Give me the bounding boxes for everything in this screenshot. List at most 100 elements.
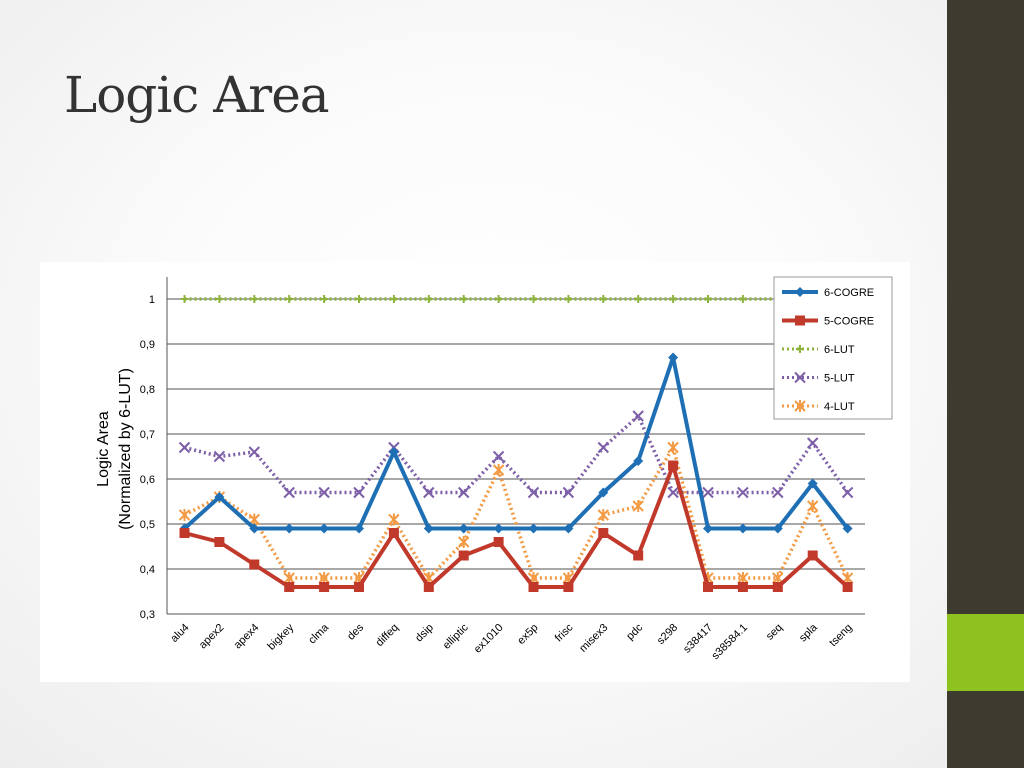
data-point xyxy=(528,523,539,534)
data-point xyxy=(667,486,679,499)
y-tick-label: 0,4 xyxy=(140,564,155,576)
data-point xyxy=(667,441,679,454)
x-tick-label: clma xyxy=(306,621,332,647)
x-tick-label: s298 xyxy=(655,622,680,647)
data-point xyxy=(632,410,644,422)
data-point xyxy=(423,523,434,534)
data-point xyxy=(388,513,400,526)
x-tick-label: tseng xyxy=(827,622,855,650)
data-point xyxy=(633,456,644,466)
data-point xyxy=(772,523,783,534)
x-tick-label: bigkey xyxy=(265,621,296,652)
data-point xyxy=(841,486,854,499)
y-tick-label: 0,5 xyxy=(140,519,155,531)
data-point xyxy=(529,295,538,303)
data-point xyxy=(318,486,330,499)
x-tick-label: frisc xyxy=(553,621,576,644)
data-point xyxy=(597,441,610,454)
data-point xyxy=(457,536,470,548)
x-tick-label: dsip xyxy=(413,622,436,645)
slide-title: Logic Area xyxy=(64,66,330,124)
legend-label: 6-LUT xyxy=(824,344,855,356)
data-point xyxy=(703,523,713,534)
data-point xyxy=(598,487,609,498)
x-tick-label: apex4 xyxy=(232,622,262,652)
data-point xyxy=(388,447,399,457)
data-point xyxy=(457,486,470,499)
y-tick-label: 0,6 xyxy=(140,474,155,486)
data-point xyxy=(493,537,504,547)
data-point xyxy=(806,500,819,512)
x-tick-label: s38417 xyxy=(681,622,715,656)
y-axis-label-line-2: (Normalized by 6-LUT) xyxy=(117,368,134,530)
data-point xyxy=(354,582,364,592)
data-point xyxy=(702,486,714,499)
x-tick-label: ex5p xyxy=(515,622,540,647)
y-tick-label: 0,8 xyxy=(140,384,155,396)
data-point xyxy=(794,371,806,384)
data-point xyxy=(388,528,399,538)
data-point xyxy=(703,582,713,592)
y-tick-label: 0,7 xyxy=(140,429,155,441)
data-point xyxy=(527,486,540,499)
x-tick-label: spla xyxy=(797,621,820,644)
x-tick-label: elliptic xyxy=(441,621,471,651)
data-point xyxy=(794,400,806,412)
series-line-4-lut xyxy=(183,445,850,580)
legend-label: 6-COGRE xyxy=(824,287,874,299)
data-point xyxy=(599,295,608,303)
x-tick-label: diffeq xyxy=(374,622,401,649)
data-point xyxy=(807,550,818,561)
x-tick-label: pdc xyxy=(624,621,645,642)
x-tick-label: apex2 xyxy=(197,622,227,652)
data-point xyxy=(389,295,398,303)
logic-area-chart: 0,3 0,4 0,5 0,6 0,7 0,8 0,9 1 alu4 apex2 apex4 bigk… xyxy=(140,276,893,662)
data-point xyxy=(492,450,505,463)
y-axis-label-line-1: Logic Area xyxy=(95,411,112,487)
data-point xyxy=(795,287,805,297)
y-tick-label: 1 xyxy=(149,294,155,306)
data-point xyxy=(669,295,678,303)
series-line-5-cogre xyxy=(184,463,849,589)
data-point xyxy=(842,582,853,592)
legend-label: 5-LUT xyxy=(824,373,855,385)
data-point xyxy=(250,295,259,303)
legend-label: 4-LUT xyxy=(824,401,855,413)
x-tick-label: alu4 xyxy=(168,622,191,645)
data-point xyxy=(423,486,435,499)
data-point xyxy=(737,582,748,592)
data-point xyxy=(284,582,295,592)
data-point xyxy=(795,315,805,326)
data-point xyxy=(319,523,330,534)
x-tick-label: ex1010 xyxy=(472,622,506,656)
data-point xyxy=(796,345,804,353)
data-point xyxy=(249,523,260,534)
data-point xyxy=(704,295,712,303)
chart-panel: 0,3 0,4 0,5 0,6 0,7 0,8 0,9 1 alu4 apex2 apex4 bigk… xyxy=(40,262,910,682)
accent-block xyxy=(947,614,1024,691)
data-point xyxy=(772,486,784,499)
data-point xyxy=(563,582,574,592)
data-point xyxy=(353,486,365,499)
data-point xyxy=(737,486,749,499)
data-point xyxy=(248,446,261,458)
data-point xyxy=(355,295,363,303)
data-point xyxy=(178,441,191,454)
data-point xyxy=(215,295,224,303)
data-point xyxy=(423,582,434,592)
data-point xyxy=(354,523,364,534)
data-point xyxy=(459,295,468,303)
data-point xyxy=(458,550,469,561)
y-tick-label: 0,3 xyxy=(140,609,155,621)
data-point xyxy=(806,437,819,449)
x-tick-label: misex3 xyxy=(577,622,610,655)
data-point xyxy=(492,464,505,476)
data-point xyxy=(214,492,225,502)
data-point xyxy=(563,523,574,534)
data-point xyxy=(564,295,573,303)
data-point xyxy=(178,509,191,521)
data-point xyxy=(424,295,433,303)
legend-label: 5-COGRE xyxy=(824,316,874,328)
data-point xyxy=(284,523,295,534)
data-point xyxy=(562,486,575,499)
